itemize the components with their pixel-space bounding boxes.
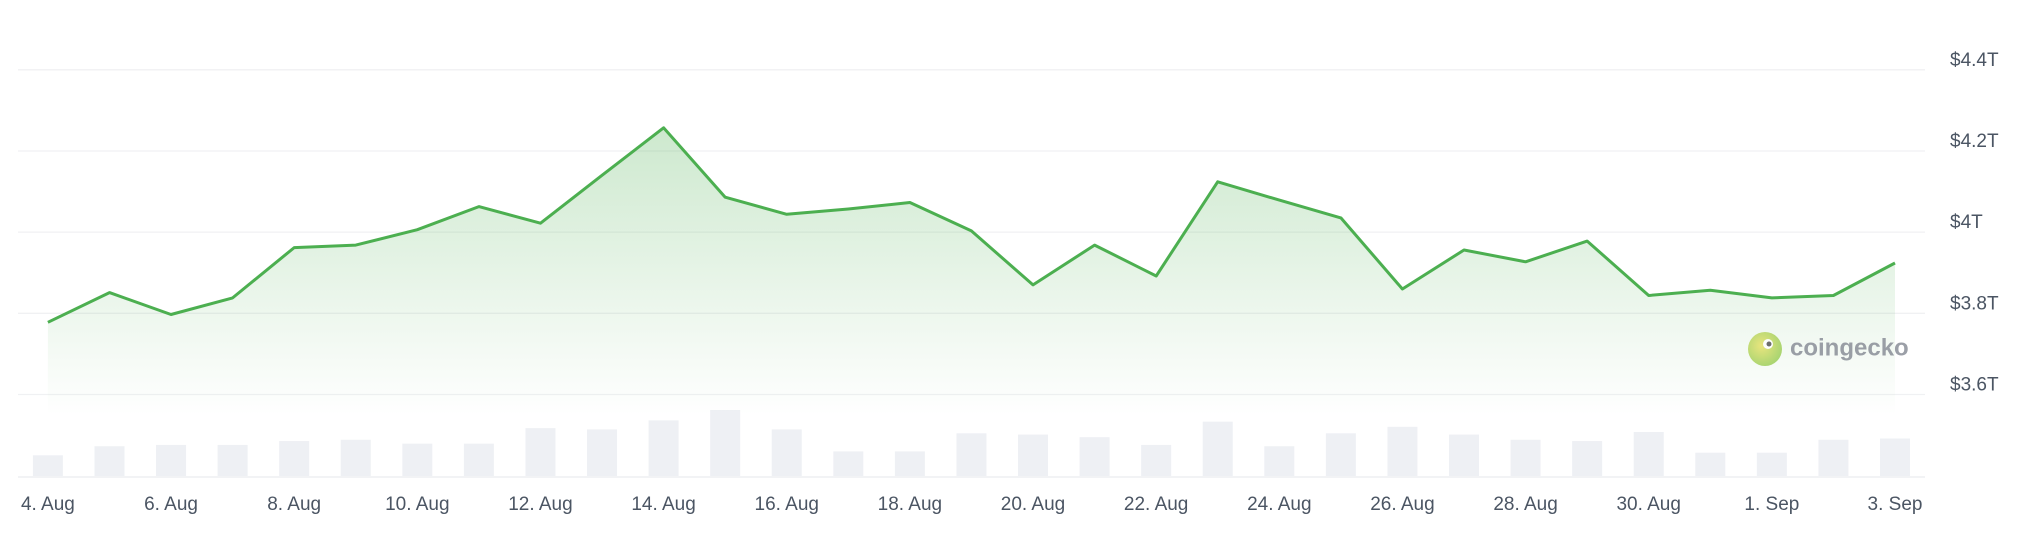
- volume-bar: [710, 410, 741, 476]
- x-tick-label: 24. Aug: [1247, 494, 1311, 515]
- x-tick-label: 6. Aug: [144, 494, 198, 515]
- volume-bar: [217, 444, 248, 476]
- x-tick-label: 4. Aug: [21, 494, 75, 515]
- x-tick-label: 22. Aug: [1124, 494, 1188, 515]
- volume-bar: [402, 443, 433, 476]
- y-tick-label: $4.4T: [1950, 50, 1999, 71]
- plot: 4. Aug 6. Aug 8. Aug 10. Aug 12. Aug 14. Aug 1…: [21, 126, 1923, 515]
- logo: [1748, 332, 1782, 366]
- volume-bar: [1572, 441, 1603, 476]
- area: [47, 127, 1895, 415]
- volume-bar: [463, 443, 494, 476]
- x-tick-label: 30. Aug: [1616, 494, 1680, 515]
- x-tick-label: 20. Aug: [1001, 494, 1065, 515]
- volume-bar: [894, 451, 925, 476]
- volume-bar: [1018, 434, 1049, 476]
- volume-bar: [1387, 426, 1418, 476]
- volume-bar: [94, 446, 125, 476]
- x-tick-label: 18. Aug: [878, 494, 942, 515]
- volume-bar: [1079, 437, 1110, 476]
- y-tick-label: $3.6T: [1950, 375, 1999, 396]
- volume-bar: [956, 433, 987, 476]
- x-tick-label: 3. Sep: [1868, 494, 1923, 515]
- volume-bar: [587, 429, 618, 476]
- y-tick-label: $4T: [1950, 212, 1983, 233]
- volume-bar: [156, 444, 187, 476]
- volume-bar: [1818, 439, 1849, 476]
- x-tick-label: 12. Aug: [508, 494, 572, 515]
- volume-bar: [771, 429, 802, 476]
- volume-bar: [1325, 433, 1356, 476]
- volume-bar: [1202, 421, 1233, 476]
- x-tick-label: 28. Aug: [1493, 494, 1557, 515]
- volume-bar: [833, 451, 864, 476]
- logo-pupil: [1766, 341, 1772, 347]
- watermark: coingecko: [1748, 332, 1909, 366]
- volume-bar: [1695, 452, 1726, 476]
- x-tick-label: 14. Aug: [631, 494, 695, 515]
- volume-bar: [279, 441, 310, 476]
- volume-bar: [525, 428, 556, 476]
- line: [47, 126, 1896, 324]
- y-tick-label: $4.2T: [1950, 131, 1999, 152]
- volume-bar: [1756, 452, 1787, 476]
- watermark-text: coingecko: [1790, 334, 1909, 361]
- y-tick-label: $3.8T: [1950, 293, 1999, 314]
- x-tick-label: 16. Aug: [755, 494, 819, 515]
- x-tick-label: 1. Sep: [1744, 494, 1799, 515]
- volume-bar: [1510, 439, 1541, 476]
- volume-bar: [1141, 444, 1172, 476]
- volume-bar: [1633, 432, 1664, 476]
- x-tick-label: 10. Aug: [385, 494, 449, 515]
- volume-bar: [1264, 446, 1295, 476]
- volume-bar: [32, 455, 63, 476]
- x-tick-label: 26. Aug: [1370, 494, 1434, 515]
- volume-bar: [648, 420, 679, 476]
- volume-bar: [1449, 434, 1480, 476]
- volume-bar: [1880, 438, 1910, 476]
- x-tick-label: 8. Aug: [267, 494, 321, 515]
- volume-bar: [340, 439, 371, 476]
